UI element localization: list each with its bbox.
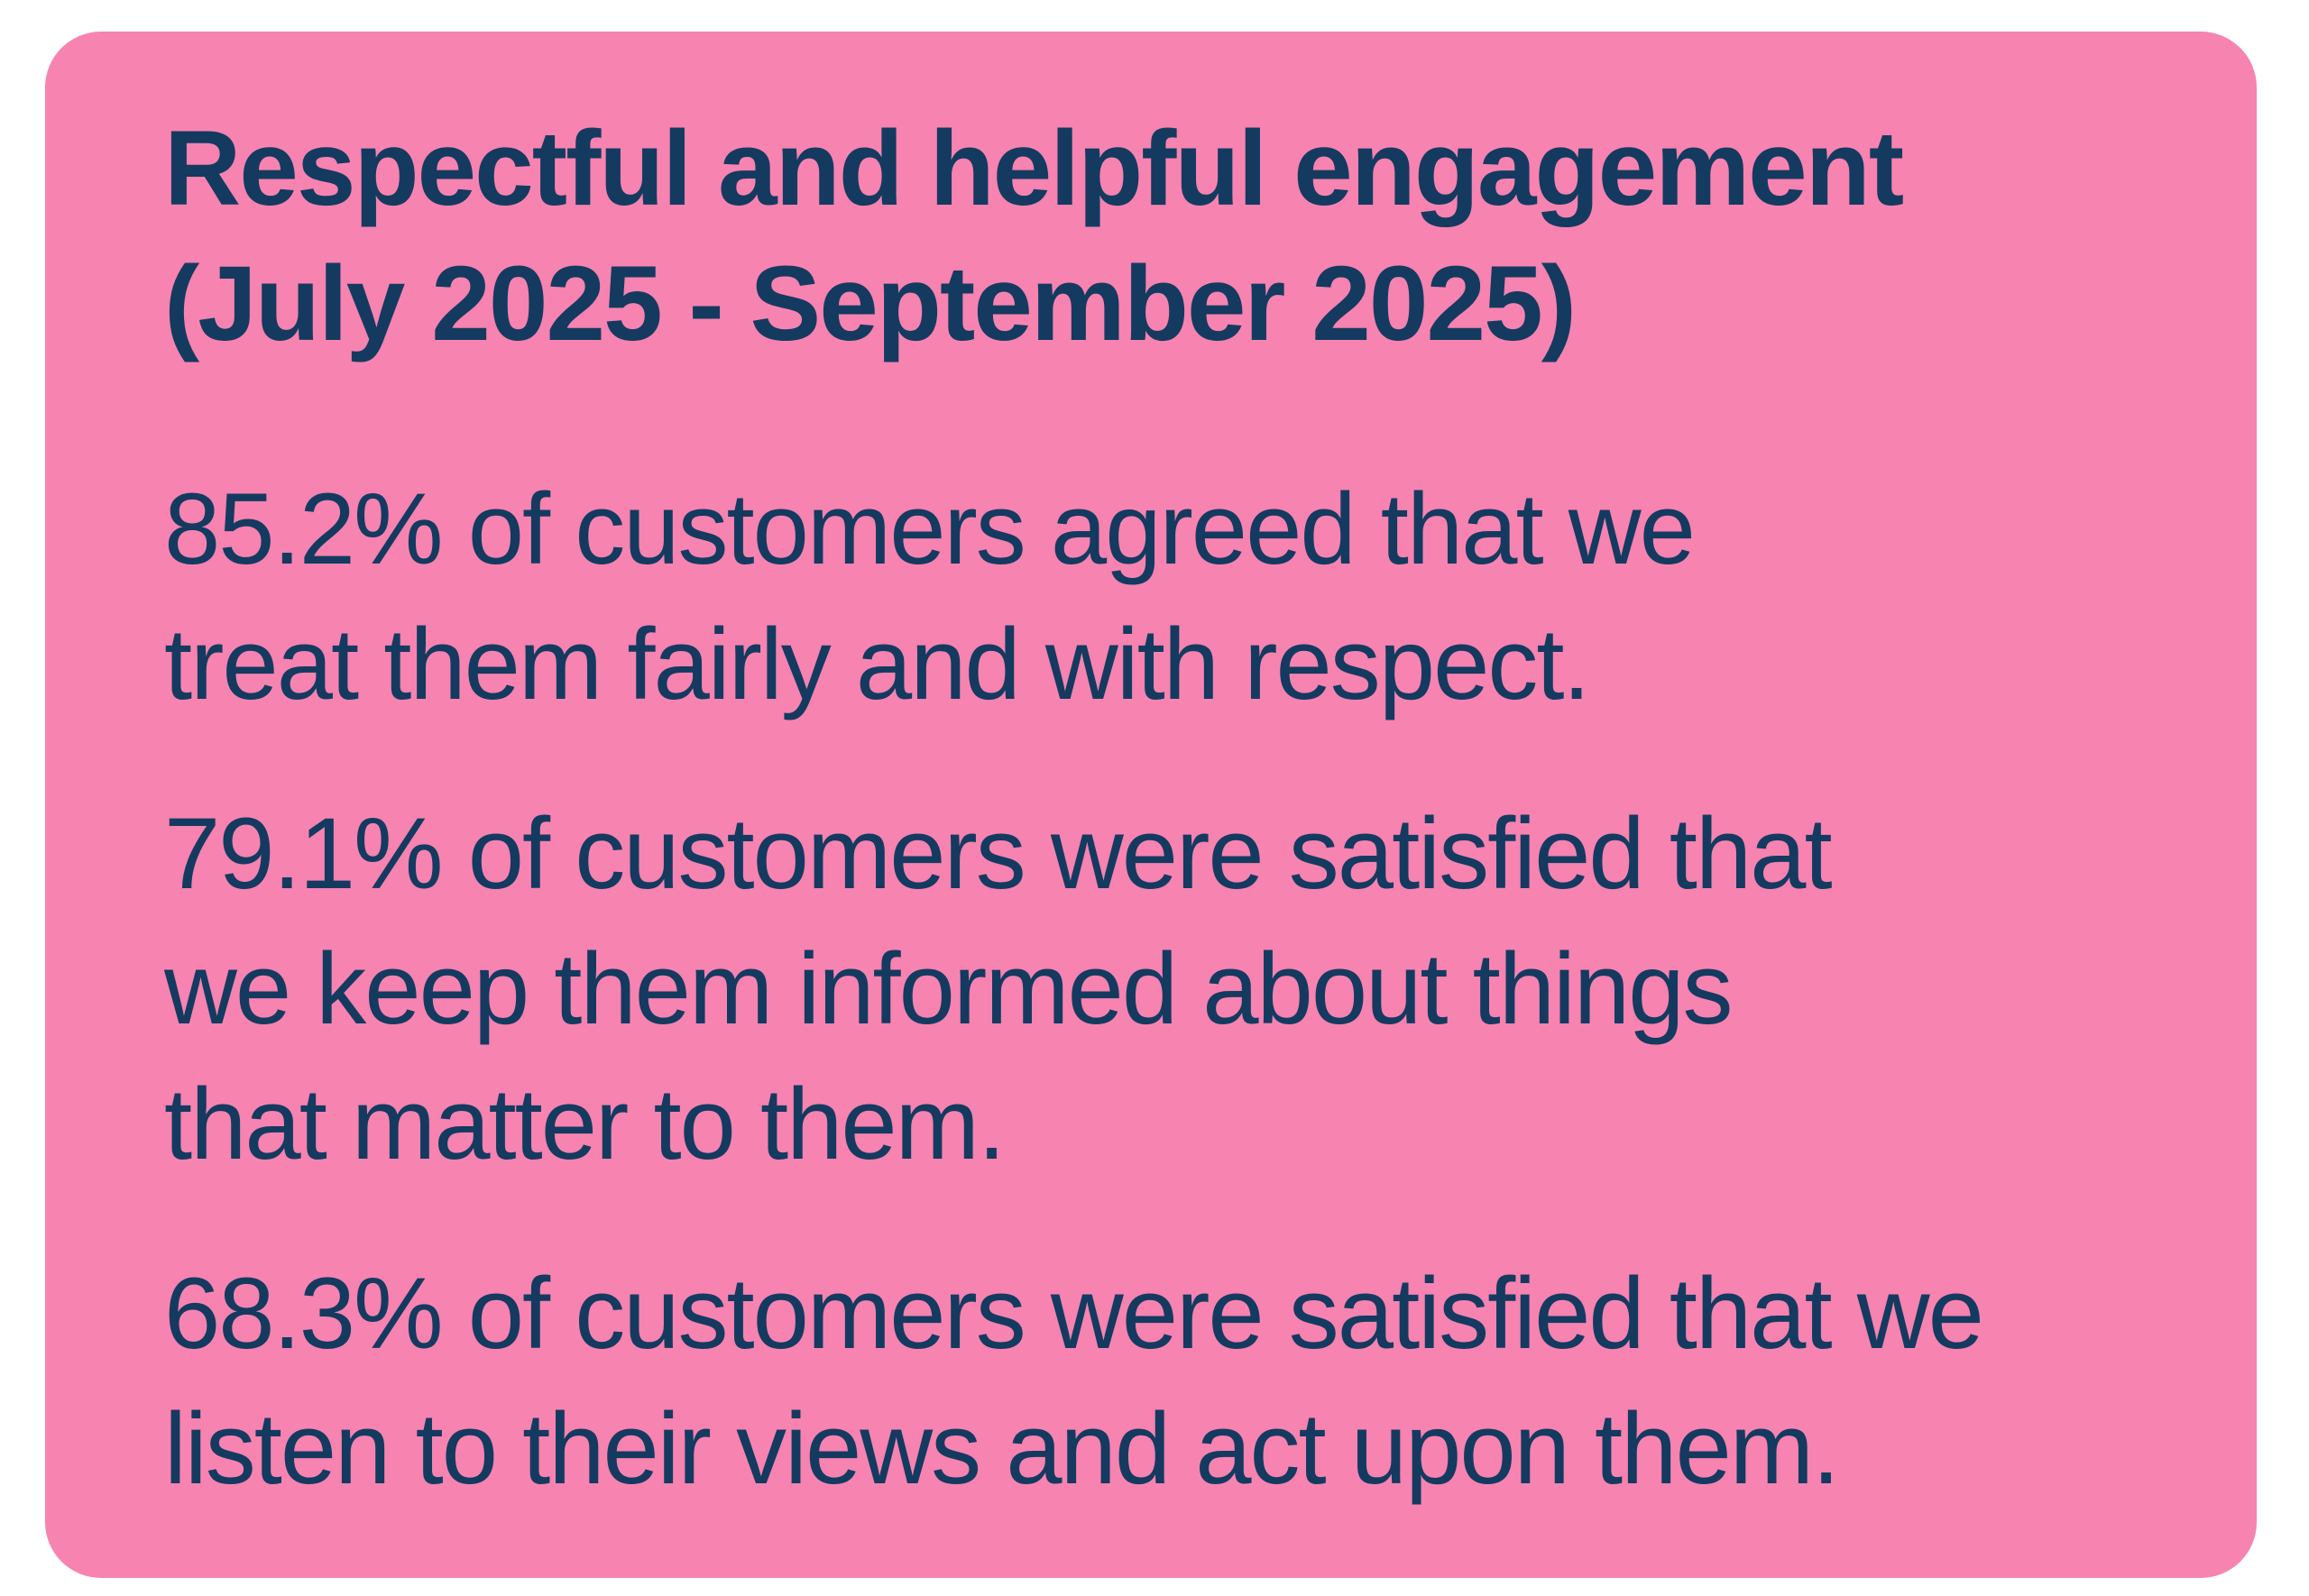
- stat-paragraph-fair-treatment: 85.2% of customers agreed that we treat …: [164, 472, 1696, 720]
- stat-paragraph-kept-informed: 79.1% of customers were satisfied that w…: [164, 797, 1833, 1180]
- stat-paragraph-listen-views: 68.3% of customers were satisfied that w…: [164, 1257, 1984, 1505]
- card-title: Respectful and helpful engagement (July …: [164, 109, 1904, 363]
- engagement-stats-card: Respectful and helpful engagement (July …: [45, 32, 2257, 1578]
